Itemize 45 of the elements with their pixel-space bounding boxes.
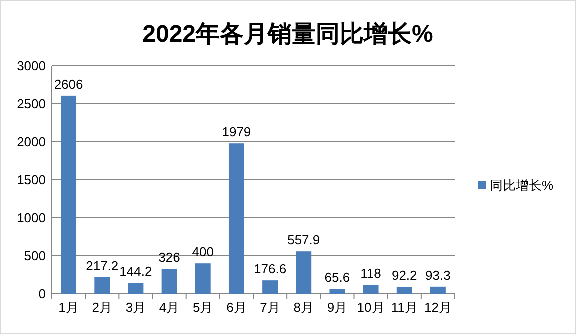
bar [396,286,412,294]
bar [195,264,211,294]
bar [363,285,379,294]
x-tick-label: 5月 [193,300,214,315]
data-label: 326 [158,250,180,266]
bar [262,280,278,294]
data-label: 118 [360,266,382,282]
y-tick-label: 1000 [17,210,46,226]
data-label: 92.2 [392,268,418,283]
data-label: 65.6 [324,270,350,286]
bar [94,277,110,294]
x-tick-label: 8月 [294,300,314,315]
bar [430,286,446,294]
data-label: 176.6 [254,262,287,277]
bar [330,289,346,294]
x-tick-label: 6月 [226,300,247,315]
data-label: 93.3 [426,268,451,283]
y-tick-label: 1500 [17,172,46,188]
bar [61,96,77,294]
x-tick-label: 4月 [159,300,180,315]
y-tick-label: 2000 [17,134,46,150]
x-tick-label: 11月 [391,300,418,315]
chart-title: 2022年各月销量同比增长% [142,21,434,48]
bar [128,283,144,294]
x-tick-label: 1月 [58,300,79,315]
data-label: 1979 [222,124,252,140]
bar [296,252,312,294]
x-tick-label: 10月 [357,300,385,315]
y-tick-label: 2500 [17,96,46,112]
bar [162,269,178,294]
x-tick-label: 3月 [126,300,146,315]
legend-label: 同比增长% [490,178,554,193]
y-tick-label: 0 [38,286,46,302]
data-label: 144.2 [120,264,152,280]
data-label: 400 [192,244,214,260]
y-tick-label: 500 [24,248,46,264]
x-tick-label: 9月 [327,300,348,315]
x-tick-label: 12月 [424,300,452,315]
x-tick-label: 7月 [260,300,280,315]
bar [228,144,244,294]
data-label: 217.2 [86,258,119,274]
y-tick-label: 3000 [17,58,46,74]
x-tick-label: 2月 [92,300,112,315]
data-label: 557.9 [288,232,320,248]
data-label: 2606 [54,76,84,92]
